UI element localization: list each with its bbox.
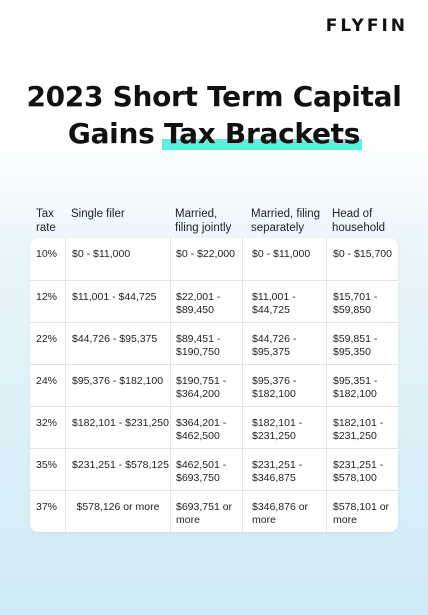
cell-single: $44,726 - $95,375: [65, 323, 170, 364]
cell-rate: 22%: [36, 333, 58, 345]
cell-single: $0 - $11,000: [65, 238, 170, 280]
cell-separately: $0 - $11,000: [242, 238, 326, 280]
page-title: 2023 Short Term Capital Gains Tax Bracke…: [0, 78, 428, 152]
cell-household: $95,351 - $182,100: [326, 365, 398, 406]
header-married-separately: Married, filing separately: [251, 208, 321, 234]
cell-jointly: $693,751 or more: [170, 491, 242, 532]
table-row: 24% $95,376 - $182,100 $190,751 - $364,2…: [30, 364, 398, 406]
cell-single: $11,001 - $44,725: [65, 281, 170, 322]
header-single-filer: Single filer: [71, 208, 125, 220]
title-line-1: 2023 Short Term Capital: [26, 80, 402, 113]
title-highlight: Tax Brackets: [161, 117, 363, 150]
header-head-of-household: Head of household: [332, 208, 386, 234]
cell-household: $0 - $15,700: [326, 238, 398, 280]
cell-separately: $182,101 - $231,250: [242, 407, 326, 448]
title-line-2: Gains Tax Brackets: [0, 115, 428, 152]
table-row: 32% $182,101 - $231,250 $364,201 - $462,…: [30, 406, 398, 448]
cell-rate: 10%: [36, 248, 58, 260]
cell-separately: $231,251 - $346,875: [242, 449, 326, 490]
cell-household: $182,101 - $231,250: [326, 407, 398, 448]
cell-separately: $44,726 - $95,375: [242, 323, 326, 364]
table-row: 22% $44,726 - $95,375 $89,451 - $190,750…: [30, 322, 398, 364]
table-row: 37% $578,126 or more $693,751 or more $3…: [30, 490, 398, 532]
cell-separately: $95,376 - $182,100: [242, 365, 326, 406]
cell-jointly: $462,501 - $693,750: [170, 449, 242, 490]
cell-rate: 32%: [36, 417, 58, 429]
flyfin-logo: FLYFIN: [325, 16, 408, 36]
cell-household: $59,851 - $95,350: [326, 323, 398, 364]
table-body: 10% $0 - $11,000 $0 - $22,000 $0 - $11,0…: [30, 238, 398, 532]
cell-separately: $346,876 or more: [242, 491, 326, 532]
table-row: 12% $11,001 - $44,725 $22,001 - $89,450 …: [30, 280, 398, 322]
tax-brackets-table: Tax rate Single filer Married, filing jo…: [30, 198, 398, 532]
cell-rate: 37%: [36, 501, 58, 513]
cell-jointly: $89,451 - $190,750: [170, 323, 242, 364]
cell-separately: $11,001 - $44,725: [242, 281, 326, 322]
cell-jointly: $0 - $22,000: [170, 238, 242, 280]
cell-household: $231,251 - $578,100: [326, 449, 398, 490]
cell-single: $182,101 - $231,250: [65, 407, 170, 448]
cell-household: $578,101 or more: [326, 491, 398, 532]
header-tax-rate: Tax rate: [36, 208, 56, 234]
cell-jointly: $364,201 - $462,500: [170, 407, 242, 448]
cell-single: $231,251 - $578,125: [65, 449, 170, 490]
header-married-jointly: Married, filing jointly: [175, 208, 232, 234]
cell-rate: 12%: [36, 291, 58, 303]
cell-single: $95,376 - $182,100: [65, 365, 170, 406]
cell-jointly: $190,751 - $364,200: [170, 365, 242, 406]
title-line-2-prefix: Gains: [67, 117, 164, 150]
table-header: Tax rate Single filer Married, filing jo…: [30, 198, 398, 238]
table-row: 10% $0 - $11,000 $0 - $22,000 $0 - $11,0…: [30, 238, 398, 280]
table-row: 35% $231,251 - $578,125 $462,501 - $693,…: [30, 448, 398, 490]
cell-household: $15,701 - $59,850: [326, 281, 398, 322]
cell-jointly: $22,001 - $89,450: [170, 281, 242, 322]
cell-rate: 35%: [36, 459, 58, 471]
cell-single: $578,126 or more: [65, 491, 170, 532]
cell-rate: 24%: [36, 375, 58, 387]
